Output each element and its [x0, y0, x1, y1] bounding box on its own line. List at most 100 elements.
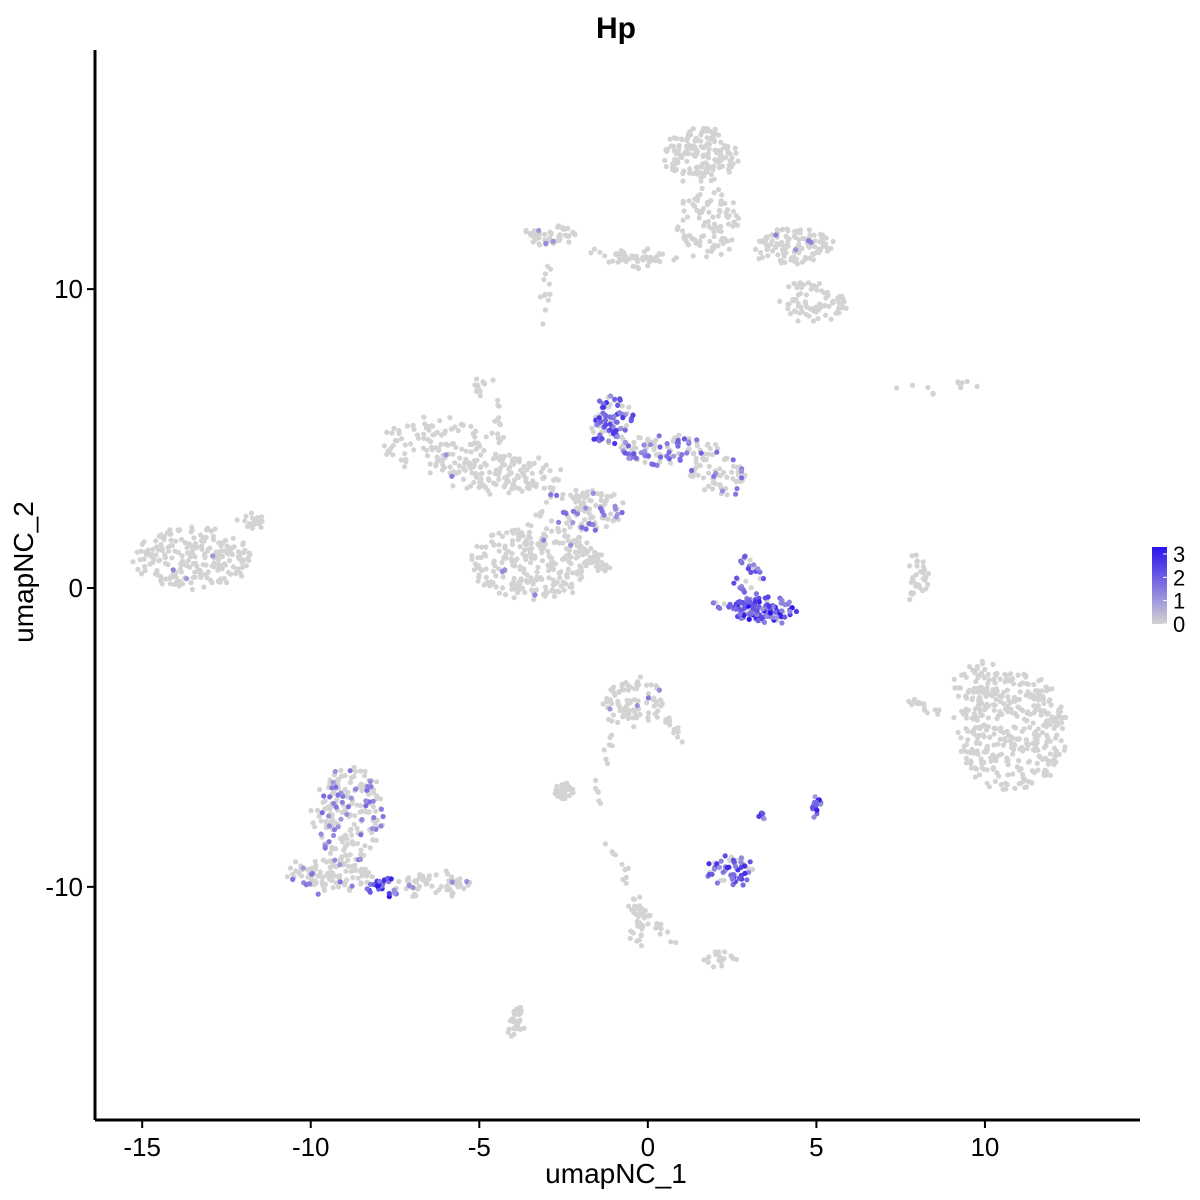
- cell-point: [550, 582, 556, 588]
- cell-point: [471, 479, 477, 486]
- cell-point: [483, 553, 489, 559]
- cell-point: [994, 770, 1000, 776]
- cell-point: [730, 955, 736, 962]
- cell-point: [515, 527, 521, 533]
- cell-point: [632, 697, 638, 703]
- cell-point: [702, 160, 709, 166]
- cell-point: [1047, 738, 1053, 744]
- cell-point: [584, 540, 590, 546]
- cell-point: [371, 815, 377, 821]
- cell-point: [729, 469, 735, 475]
- cell-point: [630, 263, 636, 269]
- cell-point: [502, 592, 508, 598]
- cell-point: [358, 768, 364, 774]
- cell-point: [836, 305, 842, 311]
- cell-point: [362, 843, 368, 849]
- cell-point: [652, 442, 658, 448]
- cell-point: [519, 488, 525, 494]
- cell-point: [474, 457, 480, 463]
- cell-point: [814, 807, 820, 813]
- cell-point: [798, 304, 804, 310]
- cell-point: [562, 533, 568, 539]
- cell-point: [706, 954, 712, 960]
- cell-point: [308, 808, 314, 814]
- cell-point: [1031, 731, 1037, 737]
- y-tick-label: 0: [69, 573, 83, 603]
- cell-point: [474, 543, 480, 550]
- cell-point: [755, 618, 761, 624]
- cell-point: [564, 787, 570, 793]
- cell-point: [811, 232, 817, 238]
- cell-point: [542, 271, 549, 277]
- cell-point: [724, 238, 731, 244]
- cell-point: [410, 884, 416, 891]
- cell-point: [695, 164, 702, 170]
- cell-point: [345, 804, 351, 810]
- cell-point: [680, 217, 686, 223]
- cell-point: [348, 775, 354, 781]
- cell-point: [518, 467, 524, 473]
- cell-point: [991, 676, 997, 683]
- cell-point: [965, 749, 971, 755]
- cell-point: [619, 681, 625, 687]
- cell-point: [801, 282, 807, 288]
- cell-point: [189, 586, 195, 593]
- cell-point: [734, 575, 740, 581]
- cell-point: [469, 556, 475, 562]
- cell-point: [564, 520, 570, 526]
- cell-point: [589, 425, 595, 431]
- cell-point: [968, 765, 975, 771]
- cell-point: [1012, 785, 1018, 791]
- cell-point: [1015, 704, 1021, 710]
- cell-point: [805, 280, 812, 286]
- cell-point: [208, 577, 214, 584]
- cell-point: [373, 837, 379, 844]
- cell-point: [333, 846, 339, 852]
- cell-point: [317, 869, 323, 875]
- cell-point: [654, 701, 660, 707]
- cell-point: [243, 563, 249, 569]
- cell-point: [560, 509, 567, 515]
- cell-point: [545, 548, 551, 555]
- cell-point: [654, 714, 660, 720]
- cell-point: [543, 499, 550, 505]
- cell-point: [349, 883, 355, 889]
- cell-point: [1061, 714, 1067, 721]
- cell-point: [631, 909, 637, 915]
- cell-point: [994, 670, 1000, 677]
- cell-point: [157, 557, 163, 563]
- cell-point: [175, 549, 182, 556]
- cell-point: [509, 528, 515, 534]
- cell-point: [773, 232, 779, 238]
- cell-point: [415, 435, 422, 441]
- cell-point: [391, 425, 397, 431]
- cell-point: [167, 527, 173, 533]
- cell-point: [434, 454, 440, 460]
- legend-tick-label: 1: [1173, 589, 1185, 614]
- cell-point: [958, 385, 964, 391]
- cell-point: [1043, 718, 1049, 724]
- cell-point: [598, 497, 604, 503]
- cell-point: [965, 689, 971, 696]
- cell-point: [1053, 716, 1059, 722]
- cell-point: [614, 419, 620, 425]
- cell-point: [522, 547, 528, 553]
- cell-point: [468, 423, 474, 429]
- cell-point: [637, 894, 643, 900]
- cell-point: [991, 742, 997, 748]
- cell-point: [570, 229, 576, 235]
- cell-point: [985, 715, 991, 721]
- cell-point: [633, 445, 639, 451]
- cell-point: [608, 511, 614, 517]
- cell-point: [690, 202, 696, 208]
- cell-point: [1058, 704, 1064, 710]
- cell-point: [220, 562, 226, 568]
- cell-point: [670, 161, 676, 167]
- cell-point: [310, 820, 316, 826]
- cell-point: [1024, 746, 1030, 752]
- cell-point: [665, 929, 671, 935]
- cell-point: [935, 707, 942, 713]
- cell-point: [329, 877, 335, 884]
- cell-point: [734, 222, 741, 228]
- cell-point: [511, 1010, 517, 1016]
